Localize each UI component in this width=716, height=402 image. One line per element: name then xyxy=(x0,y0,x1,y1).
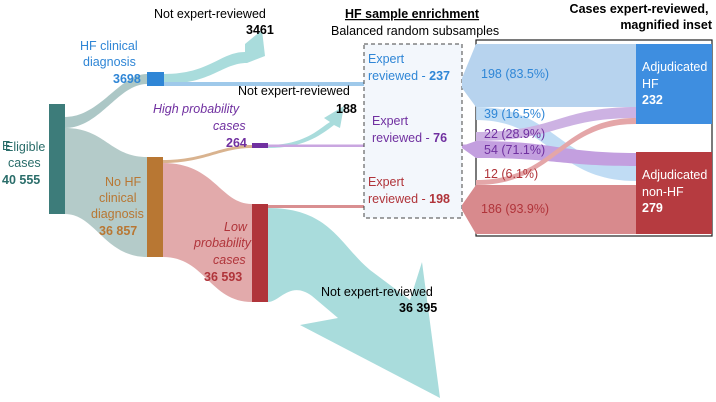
node-adjudicated-hf xyxy=(636,44,712,124)
not-reviewed-high-label: Not expert-reviewed xyxy=(238,84,350,98)
inset-flow-hf-to-hf xyxy=(462,44,636,107)
not-reviewed-hf-value: 3461 xyxy=(246,23,274,37)
node-low-prob xyxy=(252,204,268,302)
high-prob-value: 264 xyxy=(226,136,247,150)
enrichment-hf-text: Expert reviewed - 237 xyxy=(368,52,450,83)
flow-low-not-reviewed xyxy=(268,208,440,398)
node-hf-clinical xyxy=(147,72,164,86)
flow-nohf-to-high xyxy=(163,145,252,163)
flow-high-not-reviewed xyxy=(268,106,344,148)
adjudicated-hf-value: 232 xyxy=(642,93,663,107)
enrichment-high-text: Expert reviewed - 76 xyxy=(372,114,447,145)
inset-flow-low-to-nonhf xyxy=(462,185,636,234)
eligible-label: E xyxy=(2,139,10,153)
enrichment-title: HF sample enrichment xyxy=(345,7,480,21)
adjudicated-nonhf-value: 279 xyxy=(642,201,663,215)
flow-label-low-to-hf: 12 (6.1%) xyxy=(484,167,538,181)
svg-text:Eligible cases: Eligible cases xyxy=(5,140,49,170)
flow-eligible-to-nohf xyxy=(65,128,147,257)
low-prob-label: Low probability cases xyxy=(193,220,254,267)
eligible-value: 40 555 xyxy=(2,173,40,187)
adjudicated-nonhf-label: Adjudicated non-HF xyxy=(642,168,711,199)
flow-nohf-to-low xyxy=(163,163,252,302)
flow-label-high-to-nonhf: 54 (71.1%) xyxy=(484,143,545,157)
adjudicated-hf-label: Adjudicated HF xyxy=(642,60,711,91)
enrichment-subtitle: Balanced random subsamples xyxy=(331,24,499,38)
flow-label-low-to-nonhf: 186 (93.9%) xyxy=(481,202,549,216)
hf-clinical-value: 3698 xyxy=(113,72,141,86)
not-reviewed-low-value: 36 395 xyxy=(399,301,437,315)
not-reviewed-high-value: 188 xyxy=(336,102,357,116)
node-eligible xyxy=(49,104,65,214)
flow-eligible-to-hf xyxy=(65,74,147,128)
node-high-prob xyxy=(252,143,268,148)
no-hf-value: 36 857 xyxy=(99,224,137,238)
not-reviewed-low-label: Not expert-reviewed xyxy=(321,285,433,299)
inset-flow-high-to-nonhf xyxy=(462,141,636,166)
flow-label-hf-to-nonhf: 39 (16.5%) xyxy=(484,107,545,121)
flow-hf-not-reviewed xyxy=(164,30,265,84)
enrichment-low-text: Expert reviewed - 198 xyxy=(368,175,450,206)
inset-flow-low-to-hf xyxy=(476,118,636,185)
hf-clinical-label: HF clinical diagnosis xyxy=(80,39,141,69)
node-no-hf xyxy=(147,157,163,257)
not-reviewed-hf-label: Not expert-reviewed xyxy=(154,7,266,21)
no-hf-label: No HF clinical diagnosis xyxy=(91,175,145,221)
enrichment-box xyxy=(363,43,463,219)
flow-label-hf-to-hf: 198 (83.5%) xyxy=(481,67,549,81)
inset-title: Cases expert-reviewed, magnified inset xyxy=(570,2,713,32)
node-adjudicated-nonhf xyxy=(636,152,712,234)
high-prob-label: High probability cases xyxy=(153,102,246,133)
low-prob-value: 36 593 xyxy=(204,270,242,284)
flow-label-high-to-hf: 22 (28.9%) xyxy=(484,127,545,141)
inset-flow-high-to-hf xyxy=(476,107,636,141)
